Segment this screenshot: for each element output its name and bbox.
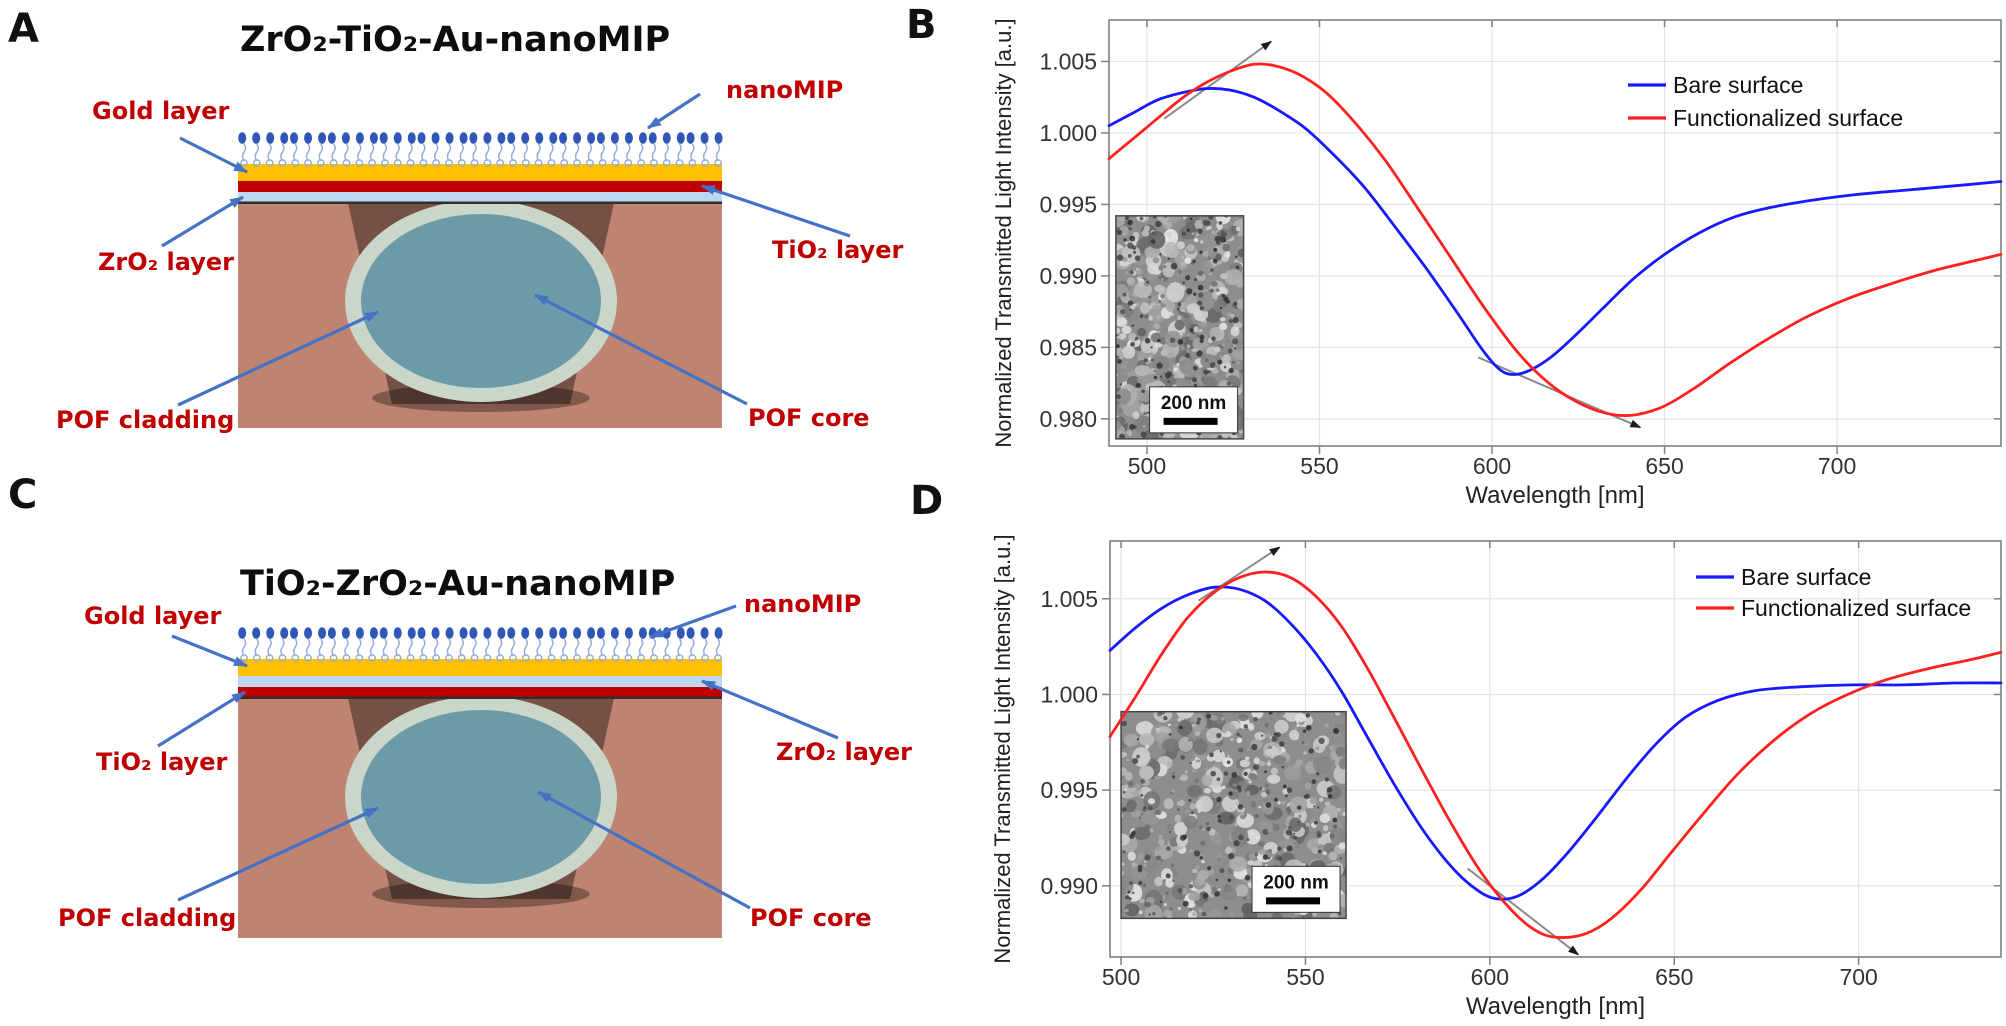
y-tick-label: 1.000	[1040, 681, 1098, 707]
legend: Bare surface Functionalized surface	[1628, 72, 1903, 131]
panel-c-tio2-layer-label: TiO₂ layer	[96, 748, 228, 776]
y-tick-label: 0.995	[1040, 777, 1098, 803]
y-tick-label: 1.005	[1039, 48, 1097, 74]
series-functionalized-surface	[1107, 62, 2003, 418]
panel-label-a: A	[8, 6, 39, 52]
panel-a-nanomip-label: nanoMIP	[726, 76, 844, 104]
plot-box	[1109, 540, 2002, 958]
callout-arrow	[649, 604, 737, 639]
oxide-layer-lower	[238, 687, 722, 697]
nanomip-monolayer	[238, 132, 723, 167]
y-tick-label: 0.985	[1039, 334, 1097, 360]
panel-c-nanomip-label: nanoMIP	[744, 590, 862, 618]
legend-entry-label: Bare surface	[1673, 72, 1803, 98]
panel-c-zro2-layer-label: ZrO₂ layer	[776, 738, 912, 766]
callout-arrow	[157, 690, 246, 748]
y-axis-title: Normalized Transmitted Light Intensity […	[990, 534, 1015, 963]
panel-a-pof-cladding-label: POF cladding	[56, 406, 235, 434]
x-tick-label: 700	[1818, 453, 1856, 479]
x-tick-label: 550	[1286, 964, 1324, 990]
y-axis-title: Normalized Transmitted Light Intensity […	[991, 18, 1016, 447]
x-tick-label: 500	[1128, 453, 1166, 479]
scalebar-label: 200 nm	[1263, 872, 1328, 893]
panel-a-title: ZrO₂-TiO₂-Au-nanoMIP	[240, 20, 671, 60]
plot-box	[1108, 19, 2002, 447]
x-tick-label: 650	[1655, 964, 1693, 990]
callout-arrow	[161, 195, 244, 248]
panel-a-pof-core-label: POF core	[748, 404, 870, 432]
transmission-spectrum-chart-d: 200 nm 500 550 600 650 700 1.005 1.000 0.995 0.99…	[990, 534, 2003, 1020]
callout-arrow	[701, 679, 839, 740]
panel-a-assembly	[161, 92, 851, 428]
shift-annotation-arrow	[1197, 546, 1281, 602]
x-tick-label: 600	[1471, 964, 1509, 990]
oxide-layer-lower	[238, 192, 722, 202]
series-functionalized-surface	[1108, 570, 2003, 939]
y-tick-label: 0.995	[1039, 191, 1097, 217]
y-tick-label: 1.005	[1040, 586, 1098, 612]
shift-annotation-arrow	[1467, 867, 1580, 956]
series-bare-surface	[1108, 585, 2003, 901]
panel-c-pof-core-label: POF core	[750, 904, 872, 932]
x-axis-title: Wavelength [nm]	[1465, 482, 1644, 509]
scalebar	[1163, 417, 1218, 425]
panel-c-assembly	[157, 604, 839, 938]
y-tick-label: 0.990	[1039, 263, 1097, 289]
oxide-layer-upper	[238, 676, 722, 687]
callout-arrow	[177, 806, 379, 902]
panel-label-d: D	[910, 478, 944, 524]
panel-c-title: TiO₂-ZrO₂-Au-nanoMIP	[240, 564, 676, 604]
x-tick-label: 550	[1300, 453, 1338, 479]
panel-label-b: B	[906, 2, 937, 48]
callout-arrow	[647, 92, 701, 130]
panel-label-c: C	[8, 472, 38, 518]
y-tick-label: 0.980	[1039, 406, 1097, 432]
sem-micrograph-inset: 200 nm	[1121, 711, 1347, 919]
shift-annotation-arrow	[1163, 40, 1272, 120]
callout-arrow	[537, 790, 751, 910]
x-tick-label: 600	[1473, 453, 1511, 479]
x-axis-title: Wavelength [nm]	[1466, 993, 1645, 1020]
callout-arrow	[534, 293, 748, 406]
y-tick-label: 0.990	[1040, 873, 1098, 899]
panel-a-zro2-layer-label: ZrO₂ layer	[98, 248, 234, 276]
tick-marks	[1101, 20, 2001, 454]
transmission-spectrum-chart-b: 200 nm 500 550 600 650 700 1.005 1.000 0.995 0.99…	[991, 18, 2003, 509]
pof-core-circle	[361, 710, 601, 884]
sem-micrograph-inset: 200 nm	[1115, 215, 1244, 439]
gold-layer-bar	[238, 659, 722, 676]
y-tick-label: 1.000	[1039, 120, 1097, 146]
panel-c-pof-cladding-label: POF cladding	[58, 904, 237, 932]
callout-arrow	[177, 310, 379, 407]
legend: Bare surface Functionalized surface	[1696, 564, 1971, 621]
series-bare-surface	[1107, 87, 2003, 376]
pof-core-circle	[361, 214, 601, 388]
panel-a-tio2-layer-label: TiO₂ layer	[772, 236, 904, 264]
x-tick-label: 650	[1645, 453, 1683, 479]
nanomip-monolayer	[238, 627, 723, 662]
fiber-sensor-diagrams	[157, 92, 851, 938]
gold-layer-bar	[238, 164, 722, 181]
legend-entry-label: Functionalized surface	[1673, 105, 1903, 131]
panel-a-gold-layer-label: Gold layer	[92, 97, 230, 125]
x-tick-label: 700	[1839, 964, 1877, 990]
callout-arrow	[701, 184, 851, 238]
panel-c-gold-layer-label: Gold layer	[84, 602, 222, 630]
callout-arrow	[171, 634, 248, 668]
tick-marks	[1102, 541, 2001, 965]
x-tick-label: 500	[1102, 964, 1140, 990]
legend-entry-label: Functionalized surface	[1741, 595, 1971, 621]
scalebar-label: 200 nm	[1161, 393, 1226, 414]
oxide-layer-upper	[238, 181, 722, 192]
legend-entry-label: Bare surface	[1741, 564, 1871, 590]
callout-arrow	[179, 136, 248, 174]
scalebar	[1266, 897, 1321, 905]
